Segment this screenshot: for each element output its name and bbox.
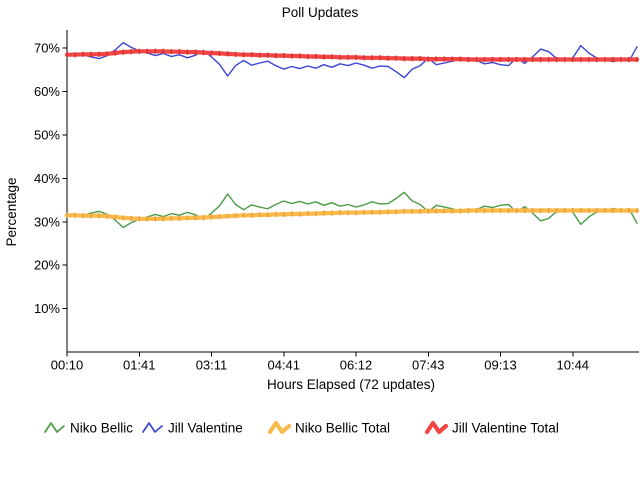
chart-title: Poll Updates (282, 5, 359, 20)
series-niko-bellic-total-point-ticks (66, 207, 638, 222)
x-tick-label: 04:41 (267, 358, 300, 373)
x-tick-label: 01:41 (123, 358, 156, 373)
y-tick-label: 30% (34, 214, 60, 229)
legend-niko-bellic-swatch-icon (44, 422, 65, 433)
legend-label: Jill Valentine Total (452, 421, 559, 436)
series-jill-valentine-total-line (64, 49, 640, 62)
y-tick-label: 50% (34, 128, 60, 143)
x-axis-label: Hours Elapsed (72 updates) (267, 377, 435, 392)
y-axis-label: Percentage (4, 177, 19, 246)
legend-niko-bellic-total-swatch-icon (267, 420, 292, 435)
y-tick-label: 40% (34, 171, 60, 186)
x-tick-label: 07:43 (412, 358, 445, 373)
legend-item-niko-bellic-total: Niko Bellic Total (267, 420, 390, 436)
axis-ticks: 10% 20% 30% 40% 50% 60% 70% 00:10 01:41 03:11 04:4… (34, 41, 589, 373)
legend-label: Jill Valentine (168, 421, 243, 436)
y-tick-label: 70% (34, 41, 60, 56)
legend-item-jill-valentine-total: Jill Valentine Total (424, 420, 559, 436)
legend-label: Niko Bellic (70, 421, 133, 436)
x-tick-label: 00:10 (51, 358, 84, 373)
series-niko-bellic-line (66, 191, 638, 229)
legend: Niko Bellic Jill Valentine Niko Bellic Tot… (44, 420, 559, 436)
legend-jill-valentine-swatch-icon (142, 422, 163, 433)
legend-jill-valentine-total-swatch-icon (424, 420, 449, 435)
y-tick-label: 60% (34, 84, 60, 99)
y-tick-label: 20% (34, 258, 60, 273)
x-tick-label: 09:13 (484, 358, 517, 373)
x-tick-label: 03:11 (196, 358, 228, 373)
x-tick-label: 10:44 (557, 358, 590, 373)
axes (66, 30, 639, 357)
legend-item-jill-valentine: Jill Valentine (142, 421, 243, 436)
series-lines (64, 41, 640, 229)
legend-item-niko-bellic: Niko Bellic (44, 421, 133, 436)
series-jill-valentine-line (66, 41, 638, 79)
x-tick-label: 06:12 (340, 358, 373, 373)
y-tick-label: 10% (34, 301, 60, 316)
series-niko-bellic-total-line (64, 208, 640, 221)
legend-label: Niko Bellic Total (295, 421, 390, 436)
series-jill-valentine-total-point-ticks (66, 48, 638, 63)
